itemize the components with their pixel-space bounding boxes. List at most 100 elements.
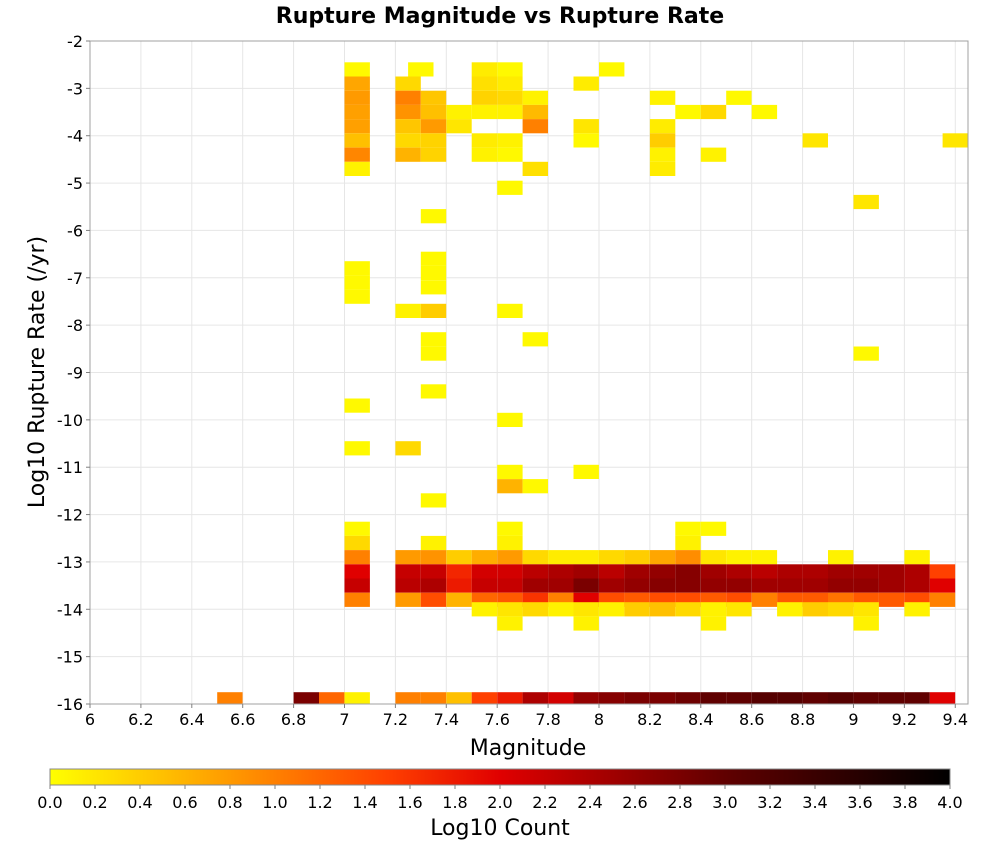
heatmap-cell	[420, 592, 447, 607]
heatmap-cell	[649, 161, 676, 176]
colorbar-tick-label: 1.0	[262, 793, 287, 812]
heatmap-cell	[929, 692, 956, 704]
colorbar-ticks: 0.0 0.2 0.4 0.6 0.8 1.0 1.2 1.4 1.6 1.8 2.0 2.2 2.4 2…	[37, 785, 963, 812]
heatmap-cell	[828, 550, 854, 565]
heatmap-cell	[293, 692, 319, 704]
colorbar-tick-label: 0.4	[127, 793, 152, 812]
heatmap-cell	[777, 564, 803, 579]
heatmap-cell	[573, 578, 599, 593]
heatmap-cell	[573, 133, 599, 148]
heatmap-cell	[700, 578, 727, 593]
heatmap-cell	[573, 119, 599, 134]
x-tick-label: 6.2	[128, 710, 153, 729]
heatmap-cell	[344, 76, 370, 91]
y-tick-label: -12	[57, 506, 83, 525]
heatmap-cell	[420, 90, 447, 105]
heatmap-cell	[420, 535, 447, 551]
heatmap-cell	[446, 550, 472, 565]
colorbar-tick-label: 3.2	[757, 793, 782, 812]
heatmap-cell	[471, 133, 498, 148]
heatmap-cell	[420, 332, 447, 347]
heatmap-cell	[344, 161, 370, 176]
heatmap-cell	[649, 578, 676, 593]
heatmap-cell	[344, 62, 370, 77]
heatmap-cell	[471, 147, 498, 162]
heatmap-cell	[904, 564, 930, 579]
heatmap-cell	[802, 578, 828, 593]
heatmap-cell	[624, 550, 650, 565]
heatmap-cell	[497, 602, 523, 617]
heatmap-cell	[344, 592, 370, 607]
x-axis-ticks: 6 6.2 6.4 6.6 6.8 7 7.2 7.4 7.6 7.8 8 8.2 8.4 8.6 8.8 9…	[85, 704, 968, 729]
heatmap-cell	[420, 119, 447, 134]
heatmap-cell	[675, 550, 701, 565]
colorbar-tick-label: 1.6	[397, 793, 422, 812]
heatmap-cell	[751, 592, 778, 607]
heatmap-cell	[344, 535, 370, 551]
x-tick-label: 7.8	[535, 710, 560, 729]
heatmap-cell	[853, 194, 879, 210]
heatmap-cell	[751, 564, 778, 579]
heatmap-cell	[344, 147, 370, 162]
heatmap-cell	[548, 550, 574, 565]
heatmap-cell	[420, 265, 447, 281]
heatmap-cell	[573, 564, 599, 579]
heatmap-cell	[700, 616, 727, 631]
heatmap-cell	[675, 578, 701, 593]
heatmap-cell	[599, 578, 625, 593]
heatmap-cell	[802, 692, 828, 704]
heatmap-cell	[395, 564, 421, 579]
colorbar: 0.0 0.2 0.4 0.6 0.8 1.0 1.2 1.4 1.6 1.8 2.0 2.2 2.4 2…	[37, 768, 963, 841]
colorbar-tick-label: 1.4	[352, 793, 377, 812]
heatmap-cell	[828, 602, 854, 617]
heatmap-cell	[471, 564, 498, 579]
heatmap-cell	[751, 104, 778, 120]
heatmap-cell	[802, 133, 828, 148]
y-tick-label: -2	[67, 32, 83, 51]
heatmap-cell	[420, 133, 447, 148]
y-tick-label: -6	[67, 221, 83, 240]
heatmap-cell	[624, 578, 650, 593]
heatmap-cell	[700, 602, 727, 617]
heatmap-cell	[649, 550, 676, 565]
heatmap-cell	[573, 550, 599, 565]
heatmap-cell	[497, 62, 523, 77]
heatmap-cell	[344, 104, 370, 120]
heatmap-cell	[395, 578, 421, 593]
y-tick-label: -13	[57, 553, 83, 572]
heatmap-cell	[395, 550, 421, 565]
heatmap-cell	[853, 616, 879, 631]
heatmap-cell	[408, 62, 434, 77]
heatmap-cell	[420, 564, 447, 579]
colorbar-tick-label: 2.0	[487, 793, 512, 812]
heatmap-cell	[344, 261, 370, 276]
heatmap-cell	[497, 303, 523, 318]
heatmap-cell	[726, 602, 752, 617]
heatmap-cell	[344, 90, 370, 105]
heatmap-cell	[344, 289, 370, 304]
colorbar-tick-label: 2.8	[667, 793, 692, 812]
y-axis-label: Log10 Rupture Rate (/yr)	[25, 236, 50, 508]
heatmap-cell	[497, 90, 523, 105]
heatmap-cell	[497, 133, 523, 148]
heatmap-cell	[522, 119, 548, 134]
heatmap-cell	[420, 493, 447, 508]
heatmap-cell	[700, 550, 727, 565]
heatmap-cell	[471, 602, 498, 617]
heatmap-cell	[420, 692, 447, 704]
heatmap-cell	[471, 550, 498, 565]
heatmap-cell	[446, 119, 472, 134]
heatmap-cell	[497, 147, 523, 162]
heatmap-cell	[471, 578, 498, 593]
y-tick-label: -11	[57, 458, 83, 477]
heatmap-cell	[344, 550, 370, 565]
heatmap-cell	[344, 521, 370, 536]
heatmap-cell	[344, 578, 370, 593]
heatmap-cell	[726, 564, 752, 579]
heatmap-cell	[420, 303, 447, 318]
heatmap-cell	[573, 464, 599, 479]
heatmap-cell	[802, 602, 828, 617]
x-tick-label: 8.4	[688, 710, 713, 729]
heatmap-cell	[497, 521, 523, 536]
